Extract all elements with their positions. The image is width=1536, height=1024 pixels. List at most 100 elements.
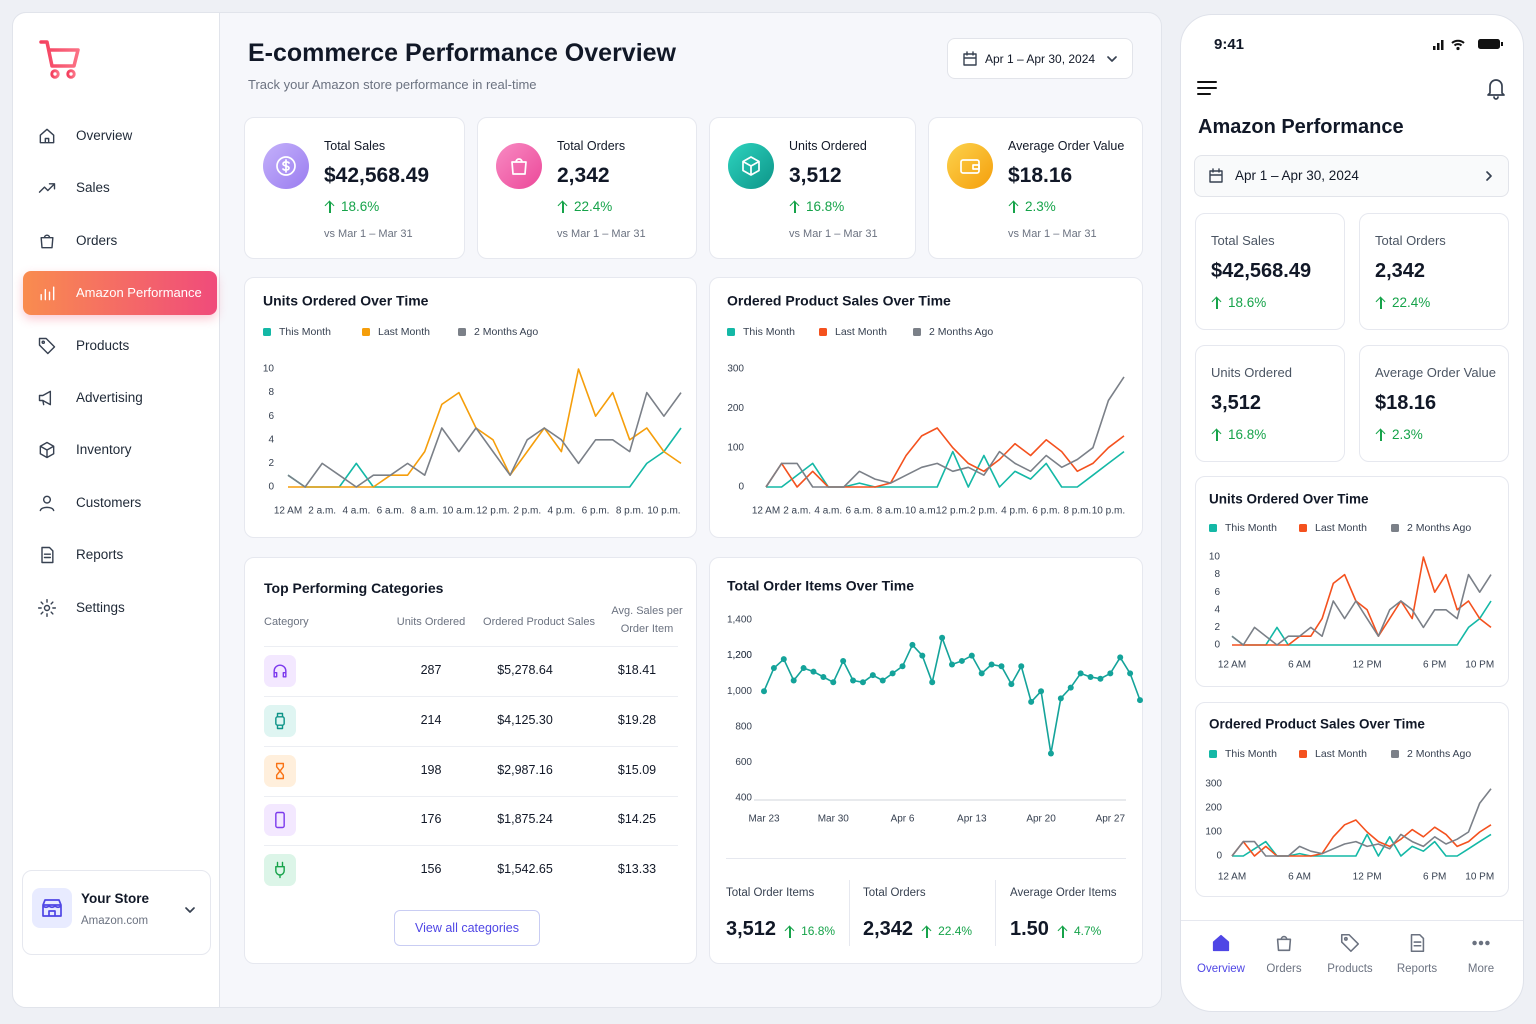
chart-card — [1195, 476, 1509, 687]
icon-part — [41, 340, 46, 344]
icon-part — [1340, 933, 1360, 953]
summary-value: 2,342 — [863, 918, 914, 940]
kpi-label: Units Ordered — [789, 139, 867, 153]
icon-part — [1433, 46, 1436, 50]
nav-item[interactable]: Amazon Performance — [23, 271, 217, 316]
icon-part — [39, 442, 55, 459]
icon-part — [1456, 46, 1460, 51]
icon-part — [38, 337, 56, 354]
calendar-icon — [963, 51, 977, 66]
summary-change: 4.7% — [1057, 924, 1101, 938]
nav-item[interactable]: Overview — [23, 114, 217, 158]
icon-part — [38, 183, 56, 194]
menu-button[interactable] — [1196, 79, 1218, 97]
mobile-kpi-card: Average Order Value $18.16 2.3% — [1359, 345, 1509, 462]
icon-part — [1437, 43, 1440, 50]
summary-change: 16.8% — [784, 924, 835, 938]
nav-label: Customers — [76, 494, 142, 510]
icon-part — [511, 158, 527, 175]
icon-part — [50, 69, 60, 79]
tab-icon — [1339, 932, 1361, 959]
icon-part — [1478, 39, 1500, 49]
icon-part — [39, 495, 55, 512]
kpi-comparison: vs Mar 1 – Mar 31 — [324, 228, 413, 240]
icon-part — [42, 899, 62, 917]
nav-item[interactable]: Inventory — [23, 428, 217, 472]
icon-part — [275, 861, 285, 879]
store-name: Your Store — [81, 891, 150, 906]
table-cell: $1,875.24 — [497, 812, 553, 827]
icon-part — [37, 598, 57, 617]
kpi-comparison: vs Mar 1 – Mar 31 — [789, 228, 878, 240]
nav-item[interactable]: Sales — [23, 166, 217, 210]
tab[interactable]: Reports — [1385, 930, 1449, 980]
icon-part — [39, 128, 55, 144]
icon-part — [38, 183, 56, 194]
icon-part — [37, 598, 57, 617]
page-title: E-commerce Performance Overview — [248, 39, 676, 67]
table-cell: 287 — [420, 663, 442, 677]
kpi-icon — [728, 143, 774, 189]
kpi-value: $18.16 — [1375, 392, 1437, 414]
tab[interactable]: Overview — [1189, 930, 1253, 980]
nav-icon — [37, 126, 57, 151]
nav-item[interactable]: Settings — [23, 586, 217, 630]
tab[interactable]: Orders — [1252, 930, 1316, 980]
icon-part — [39, 128, 55, 144]
icon-part — [40, 234, 54, 249]
store-subtitle: Amazon.com — [81, 915, 149, 927]
kpi-change: 22.4% — [1375, 295, 1523, 310]
tab[interactable]: Products — [1318, 930, 1382, 980]
icon-part — [1441, 40, 1444, 50]
chart-card — [1195, 702, 1509, 897]
nav-item[interactable]: Reports — [23, 533, 217, 577]
icon-part — [1478, 940, 1484, 946]
tab-label: Orders — [1266, 963, 1302, 975]
logo[interactable] — [38, 38, 84, 82]
kpi-change: 18.6% — [324, 199, 543, 214]
view-all-button[interactable]: View all categories — [394, 910, 540, 946]
kpi-change: 22.4% — [557, 199, 775, 214]
icon-part — [275, 812, 285, 829]
column-header: Ordered Product Sales — [483, 616, 595, 628]
tab-icon — [1273, 932, 1295, 959]
nav-item[interactable]: Orders — [23, 219, 217, 263]
kpi-change: 2.3% — [1008, 199, 1221, 214]
sidebar — [12, 12, 220, 1008]
category-icon — [264, 854, 296, 887]
tab[interactable]: More — [1449, 930, 1513, 980]
icon-part — [39, 442, 55, 459]
column-header: Avg. Sales per Order Item — [611, 605, 683, 635]
icon-part — [40, 234, 54, 249]
icon-part — [66, 69, 76, 79]
icon-part — [275, 812, 285, 829]
nav-label: Orders — [76, 232, 118, 248]
notifications-button[interactable] — [1485, 76, 1507, 100]
kpi-icon — [947, 143, 993, 189]
date-picker[interactable]: Apr 1 – Apr 30, 2024 — [947, 38, 1133, 79]
icon-part — [275, 762, 285, 779]
icon-part — [276, 156, 296, 176]
kpi-value: $42,568.49 — [324, 164, 430, 187]
summary-value: 3,512 — [726, 918, 777, 940]
kpi-comparison: vs Mar 1 – Mar 31 — [1008, 228, 1097, 240]
nav-item[interactable]: Products — [23, 324, 217, 368]
store-card[interactable]: Your Store Amazon.com — [22, 870, 211, 955]
nav-item[interactable]: Advertising — [23, 376, 217, 420]
row-divider — [264, 795, 678, 797]
icon-part — [1212, 934, 1230, 952]
icon-part — [276, 156, 296, 176]
tab-label: Overview — [1197, 963, 1245, 975]
icon-part — [39, 40, 80, 68]
nav-label: Reports — [76, 547, 124, 563]
table-cell: $19.28 — [617, 712, 657, 727]
calendar-icon — [1209, 168, 1223, 183]
icon-part — [273, 664, 287, 678]
table-cell: $13.33 — [617, 862, 657, 877]
chart-card — [244, 277, 697, 538]
icon-part — [275, 712, 285, 730]
mobile-date-picker[interactable]: Apr 1 – Apr 30, 2024 — [1194, 155, 1509, 197]
nav-item[interactable]: Customers — [23, 481, 217, 525]
kpi-value: $42,568.49 — [1211, 260, 1312, 282]
